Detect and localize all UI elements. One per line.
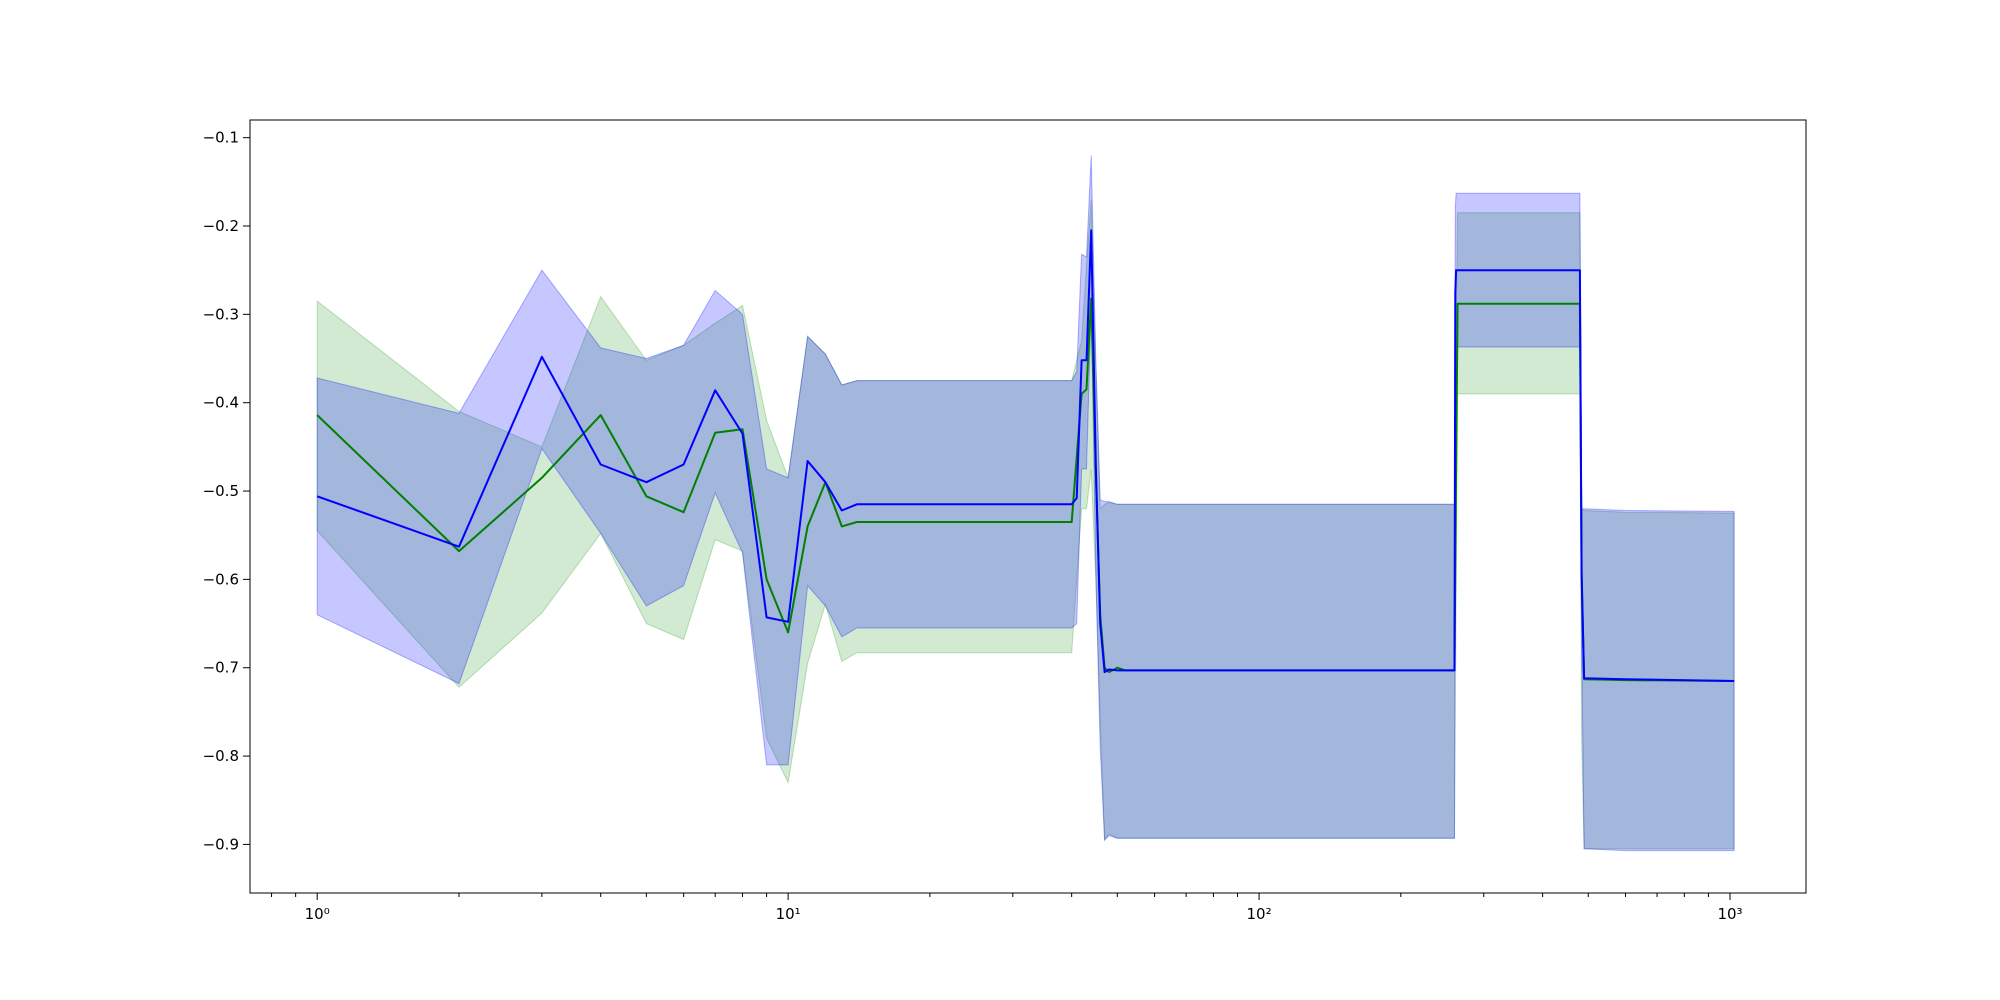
series-1-band bbox=[316, 199, 1735, 850]
plot-frame bbox=[249, 119, 1807, 894]
x-tick-label: 10⁰ bbox=[305, 905, 330, 923]
y-tick-label: −0.5 bbox=[203, 482, 239, 500]
x-tick-label: 10³ bbox=[1717, 905, 1742, 923]
x-axis: 10⁰ 10¹ 10² 10³ bbox=[271, 893, 1743, 923]
y-tick-label: −0.3 bbox=[203, 305, 239, 323]
series-lines bbox=[316, 229, 1735, 682]
series-2-band bbox=[316, 155, 1735, 852]
y-tick-label: −0.6 bbox=[203, 570, 239, 588]
y-tick-label: −0.8 bbox=[203, 747, 239, 765]
x-tick-label: 10² bbox=[1247, 905, 1272, 923]
y-tick-label: −0.2 bbox=[203, 217, 239, 235]
y-tick-label: −0.7 bbox=[203, 659, 239, 677]
series-1-line bbox=[316, 297, 1735, 682]
y-tick-label: −0.9 bbox=[203, 835, 239, 853]
series-2-line bbox=[316, 229, 1735, 682]
y-tick-label: −0.1 bbox=[203, 129, 239, 147]
x-tick-label: 10¹ bbox=[776, 905, 801, 923]
confidence-bands bbox=[316, 155, 1735, 852]
y-axis: −0.1 −0.2 −0.3 −0.4 −0.5 −0.6 −0.7 −0.8 −0.9 bbox=[203, 129, 250, 853]
y-tick-label: −0.4 bbox=[203, 394, 239, 412]
